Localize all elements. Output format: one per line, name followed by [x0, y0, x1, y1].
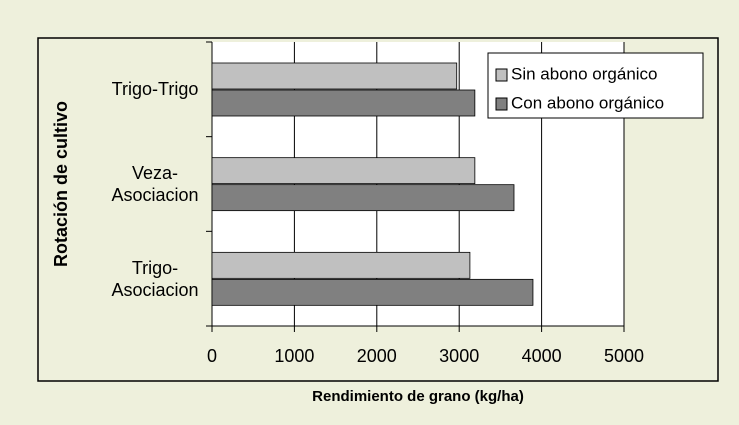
legend-swatch [495, 68, 508, 82]
bar [211, 184, 515, 212]
x-tick-label: 4000 [522, 346, 562, 366]
x-axis-label: Rendimiento de grano (kg/ha) [312, 388, 524, 405]
legend-label: Sin abono orgánico [511, 64, 658, 83]
bar [211, 251, 471, 279]
legend-box [487, 52, 704, 119]
legend-swatch [495, 97, 508, 111]
x-tick-label: 0 [207, 346, 217, 366]
legend-label: Con abono orgánico [511, 93, 664, 112]
y-tick-label: Trigo-Trigo [111, 79, 199, 100]
y-tick-label: Veza-Asociacion [111, 163, 199, 205]
bar [211, 157, 476, 185]
x-tick-label: 2000 [357, 346, 397, 366]
y-tick-label: Trigo-Asociacion [111, 257, 199, 300]
bar [211, 89, 476, 117]
x-tick-label: 3000 [439, 346, 479, 366]
x-tick-label: 1000 [274, 346, 314, 366]
bar [211, 278, 534, 306]
bar [211, 62, 458, 90]
x-tick-label: 5000 [604, 346, 644, 366]
y-axis-label: Rotación de cultivo [51, 101, 71, 267]
